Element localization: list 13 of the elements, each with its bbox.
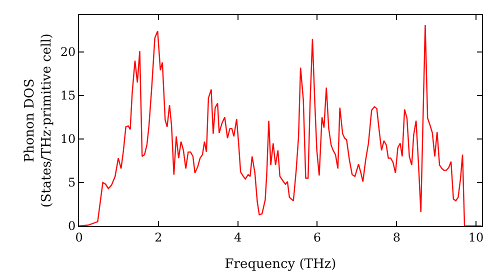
x-axis-title: Frequency (THz) [224,257,336,272]
x-tick-label: 2 [154,230,162,244]
y-tick-label: 20 [60,45,76,60]
x-tick-label: 8 [392,230,400,244]
y-tick-label: 0 [68,219,76,234]
y-tick-label: 5 [68,176,76,190]
x-tick-label: 4 [234,230,242,244]
y-tick-label: 15 [60,88,76,103]
x-tick-label: 10 [468,230,484,244]
y-axis-title: Phonon DOS (States/THz·primitive cell) [22,33,54,208]
y-tick-label: 10 [60,132,76,146]
x-tick-label: 6 [313,230,322,244]
line-series [79,24,482,226]
